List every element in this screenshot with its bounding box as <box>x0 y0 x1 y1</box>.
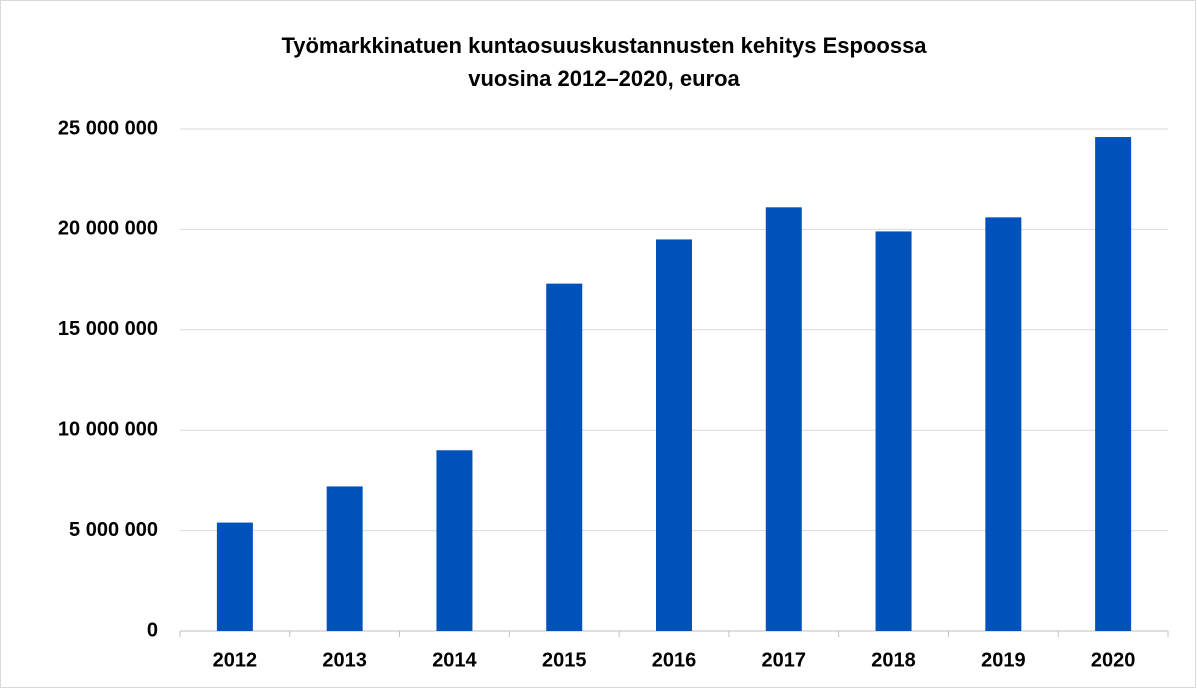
x-tick-label: 2020 <box>1091 649 1136 671</box>
x-tick-label: 2016 <box>652 649 697 671</box>
x-tick-label: 2018 <box>871 649 916 671</box>
x-tick-label: 2012 <box>213 649 258 671</box>
x-tick-label: 2013 <box>322 649 367 671</box>
chart-title: vuosina 2012–2020, euroa <box>468 66 740 91</box>
y-tick-label: 10 000 000 <box>58 418 158 440</box>
y-tick-label: 0 <box>147 619 158 641</box>
y-tick-label: 5 000 000 <box>69 519 158 541</box>
x-tick-label: 2017 <box>762 649 807 671</box>
bar <box>765 207 802 631</box>
y-tick-label: 15 000 000 <box>58 318 158 340</box>
bar <box>985 217 1022 632</box>
bar <box>875 231 912 631</box>
bar <box>1095 137 1132 632</box>
x-tick-label: 2015 <box>542 649 587 671</box>
bar <box>436 450 473 631</box>
y-tick-label: 25 000 000 <box>58 117 158 139</box>
bar <box>326 486 363 631</box>
x-tick-label: 2019 <box>981 649 1026 671</box>
x-tick-label: 2014 <box>432 649 477 671</box>
bar <box>216 522 253 631</box>
bar <box>546 283 583 631</box>
y-tick-label: 20 000 000 <box>58 218 158 240</box>
bar <box>656 239 692 631</box>
chart-title: Työmarkkinatuen kuntaosuuskustannusten k… <box>281 33 927 58</box>
